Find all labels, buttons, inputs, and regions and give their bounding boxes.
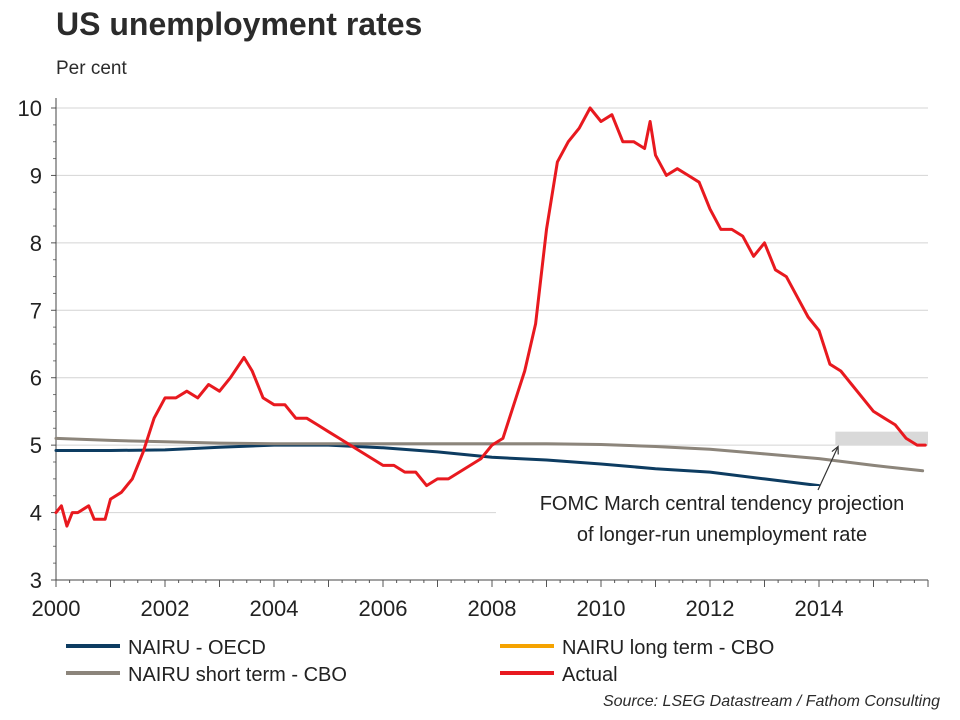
- annotation-line-2: of longer-run unemployment rate: [577, 524, 867, 546]
- x-tick-label: 2008: [468, 596, 517, 621]
- y-tick-label: 5: [30, 433, 42, 458]
- legend-label: NAIRU short term - CBO: [128, 664, 347, 686]
- x-tick-label: 2004: [250, 596, 299, 621]
- annotation-background: [496, 486, 946, 550]
- source-note: Source: LSEG Datastream / Fathom Consult…: [602, 693, 940, 710]
- x-tick-label: 2000: [32, 596, 81, 621]
- y-tick-label: 8: [30, 231, 42, 256]
- legend-label: NAIRU long term - CBO: [562, 637, 774, 659]
- series-lines: [54, 106, 927, 528]
- chart-title: US unemployment rates: [56, 6, 423, 42]
- x-tick-label: 2002: [141, 596, 190, 621]
- x-tick-label: 2006: [359, 596, 408, 621]
- annotation-arrow-head: [831, 445, 839, 455]
- y-tick-label: 10: [18, 96, 42, 121]
- legend-label: Actual: [562, 664, 618, 686]
- gridlines: [56, 107, 928, 514]
- x-tick-label: 2010: [577, 596, 626, 621]
- y-tick-label: 3: [30, 568, 42, 593]
- y-tick-label: 4: [30, 501, 42, 526]
- x-tick-label: 2012: [686, 596, 735, 621]
- annotation-layer: FOMC March central tendency projection of…: [496, 445, 946, 550]
- chart-subtitle: Per cent: [56, 58, 127, 79]
- y-tick-label: 7: [30, 298, 42, 323]
- y-tick-label: 9: [30, 163, 42, 188]
- series-line-actual: [54, 106, 927, 528]
- series-line-nairu-short-term-cbo: [54, 436, 925, 473]
- series-line-nairu-oecd: [54, 443, 821, 488]
- legend: NAIRU - OECD NAIRU long term - CBO NAIRU s…: [66, 637, 774, 686]
- annotation-arrow-line: [817, 446, 839, 491]
- legend-label: NAIRU - OECD: [128, 637, 266, 659]
- y-tick-label: 6: [30, 366, 42, 391]
- axes: 3 4 5 6 7 8 9 10 2000 2002 2004 2006 2008 2010 2012 201…: [18, 96, 929, 621]
- annotation-line-1: FOMC March central tendency projection: [540, 493, 905, 515]
- x-tick-label: 2014: [795, 596, 844, 621]
